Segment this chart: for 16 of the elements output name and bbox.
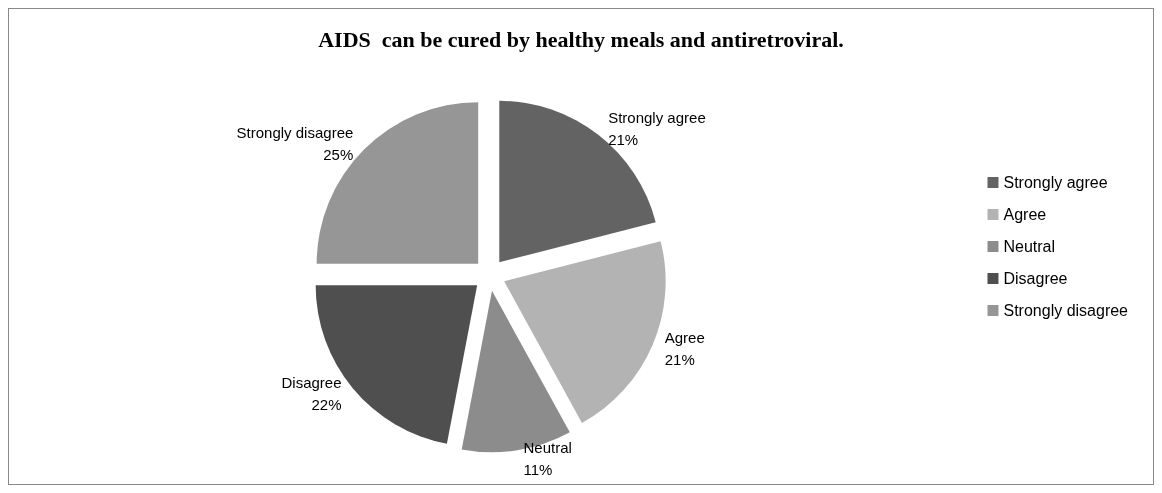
legend-label: Neutral bbox=[1003, 238, 1056, 255]
chart-title: AIDS can be cured by healthy meals and antiretroviral. bbox=[318, 26, 844, 52]
slice-label: Agree bbox=[664, 329, 705, 347]
slice-label: Disagree bbox=[281, 373, 342, 391]
slice-label: Strongly disagree bbox=[236, 124, 354, 142]
legend-label: Strongly agree bbox=[1003, 174, 1108, 191]
slice-label: Neutral bbox=[523, 438, 572, 456]
data-label: 21% bbox=[608, 130, 639, 148]
legend-label: Agree bbox=[1003, 206, 1047, 223]
data-label: 21% bbox=[664, 351, 695, 369]
data-label: 22% bbox=[311, 395, 342, 413]
legend-label: Disagree bbox=[1003, 270, 1068, 287]
slice-label: Strongly agree bbox=[608, 108, 706, 126]
legend-label: Strongly disagree bbox=[1003, 302, 1129, 319]
data-label: 25% bbox=[323, 146, 354, 164]
data-label: 11% bbox=[523, 460, 553, 478]
